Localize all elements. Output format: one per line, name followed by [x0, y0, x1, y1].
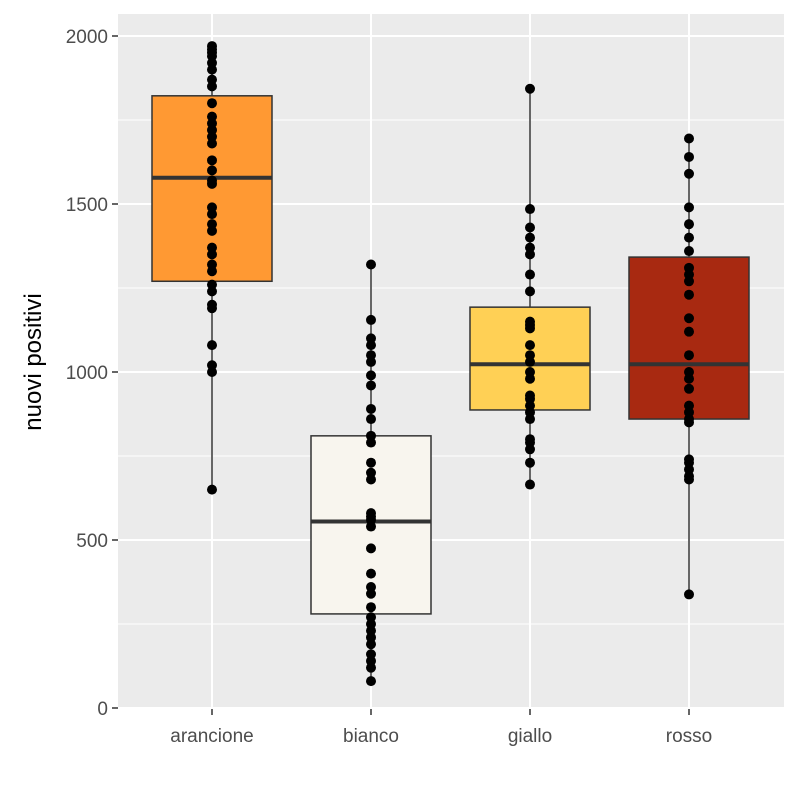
- data-point: [684, 474, 694, 485]
- data-point: [684, 232, 694, 243]
- data-point: [207, 484, 217, 495]
- data-point: [684, 168, 694, 179]
- data-point: [684, 276, 694, 287]
- data-point: [366, 403, 376, 414]
- data-point: [207, 165, 217, 176]
- x-axis: arancione bianco giallo rosso: [170, 709, 712, 747]
- data-point: [207, 98, 217, 109]
- data-point: [366, 414, 376, 425]
- data-point: [207, 225, 217, 236]
- x-tick-label: rosso: [666, 726, 712, 747]
- y-tick-label: 1000: [66, 363, 108, 384]
- x-tick-label: arancione: [170, 726, 253, 747]
- data-point: [525, 249, 535, 260]
- data-point: [684, 246, 694, 257]
- points-layer: [207, 41, 694, 687]
- data-point: [207, 209, 217, 220]
- data-point: [684, 589, 694, 600]
- data-point: [684, 133, 694, 144]
- data-point: [207, 340, 217, 351]
- data-point: [525, 204, 535, 215]
- data-point: [684, 202, 694, 213]
- y-axis-title: nuovi positivi: [20, 293, 47, 430]
- data-point: [207, 64, 217, 75]
- data-point: [684, 289, 694, 300]
- data-point: [684, 219, 694, 230]
- data-point: [366, 370, 376, 381]
- data-point: [525, 373, 535, 384]
- data-point: [684, 383, 694, 394]
- data-point: [525, 232, 535, 243]
- data-point: [525, 479, 535, 490]
- data-point: [525, 222, 535, 233]
- data-point: [684, 373, 694, 384]
- x-tick-label: giallo: [508, 726, 552, 747]
- data-point: [366, 602, 376, 613]
- data-point: [684, 151, 694, 162]
- data-point: [525, 457, 535, 468]
- y-tick-label: 0: [97, 699, 108, 720]
- y-tick-label: 2000: [66, 27, 108, 48]
- data-point: [684, 350, 694, 361]
- data-point: [366, 340, 376, 351]
- data-point: [207, 286, 217, 297]
- data-point: [366, 521, 376, 532]
- data-point: [366, 259, 376, 270]
- x-tick-label: bianco: [343, 726, 399, 747]
- y-tick-label: 1500: [66, 195, 108, 216]
- data-point: [207, 266, 217, 277]
- data-point: [366, 568, 376, 579]
- data-point: [366, 380, 376, 391]
- data-point: [366, 662, 376, 673]
- y-tick-label: 500: [76, 531, 108, 552]
- data-point: [684, 313, 694, 324]
- data-point: [366, 437, 376, 448]
- data-point: [207, 367, 217, 377]
- data-point: [366, 676, 376, 687]
- data-point: [366, 356, 376, 367]
- data-point: [525, 286, 535, 297]
- data-point: [684, 417, 694, 428]
- data-point: [366, 543, 376, 554]
- data-point: [366, 588, 376, 599]
- data-point: [525, 356, 535, 367]
- data-point: [525, 414, 535, 425]
- data-point: [525, 323, 535, 334]
- data-point: [207, 178, 217, 189]
- data-point: [525, 269, 535, 280]
- data-point: [366, 639, 376, 650]
- data-point: [207, 138, 217, 149]
- data-point: [207, 81, 217, 92]
- data-point: [525, 83, 535, 94]
- y-axis: 0 500 1000 1500 2000: [66, 27, 118, 720]
- data-point: [366, 314, 376, 325]
- data-point: [207, 303, 217, 314]
- data-point: [366, 457, 376, 468]
- data-point: [207, 249, 217, 260]
- data-point: [525, 444, 535, 455]
- data-point: [684, 326, 694, 337]
- data-point: [207, 155, 217, 166]
- data-point: [366, 474, 376, 485]
- data-point: [525, 340, 535, 351]
